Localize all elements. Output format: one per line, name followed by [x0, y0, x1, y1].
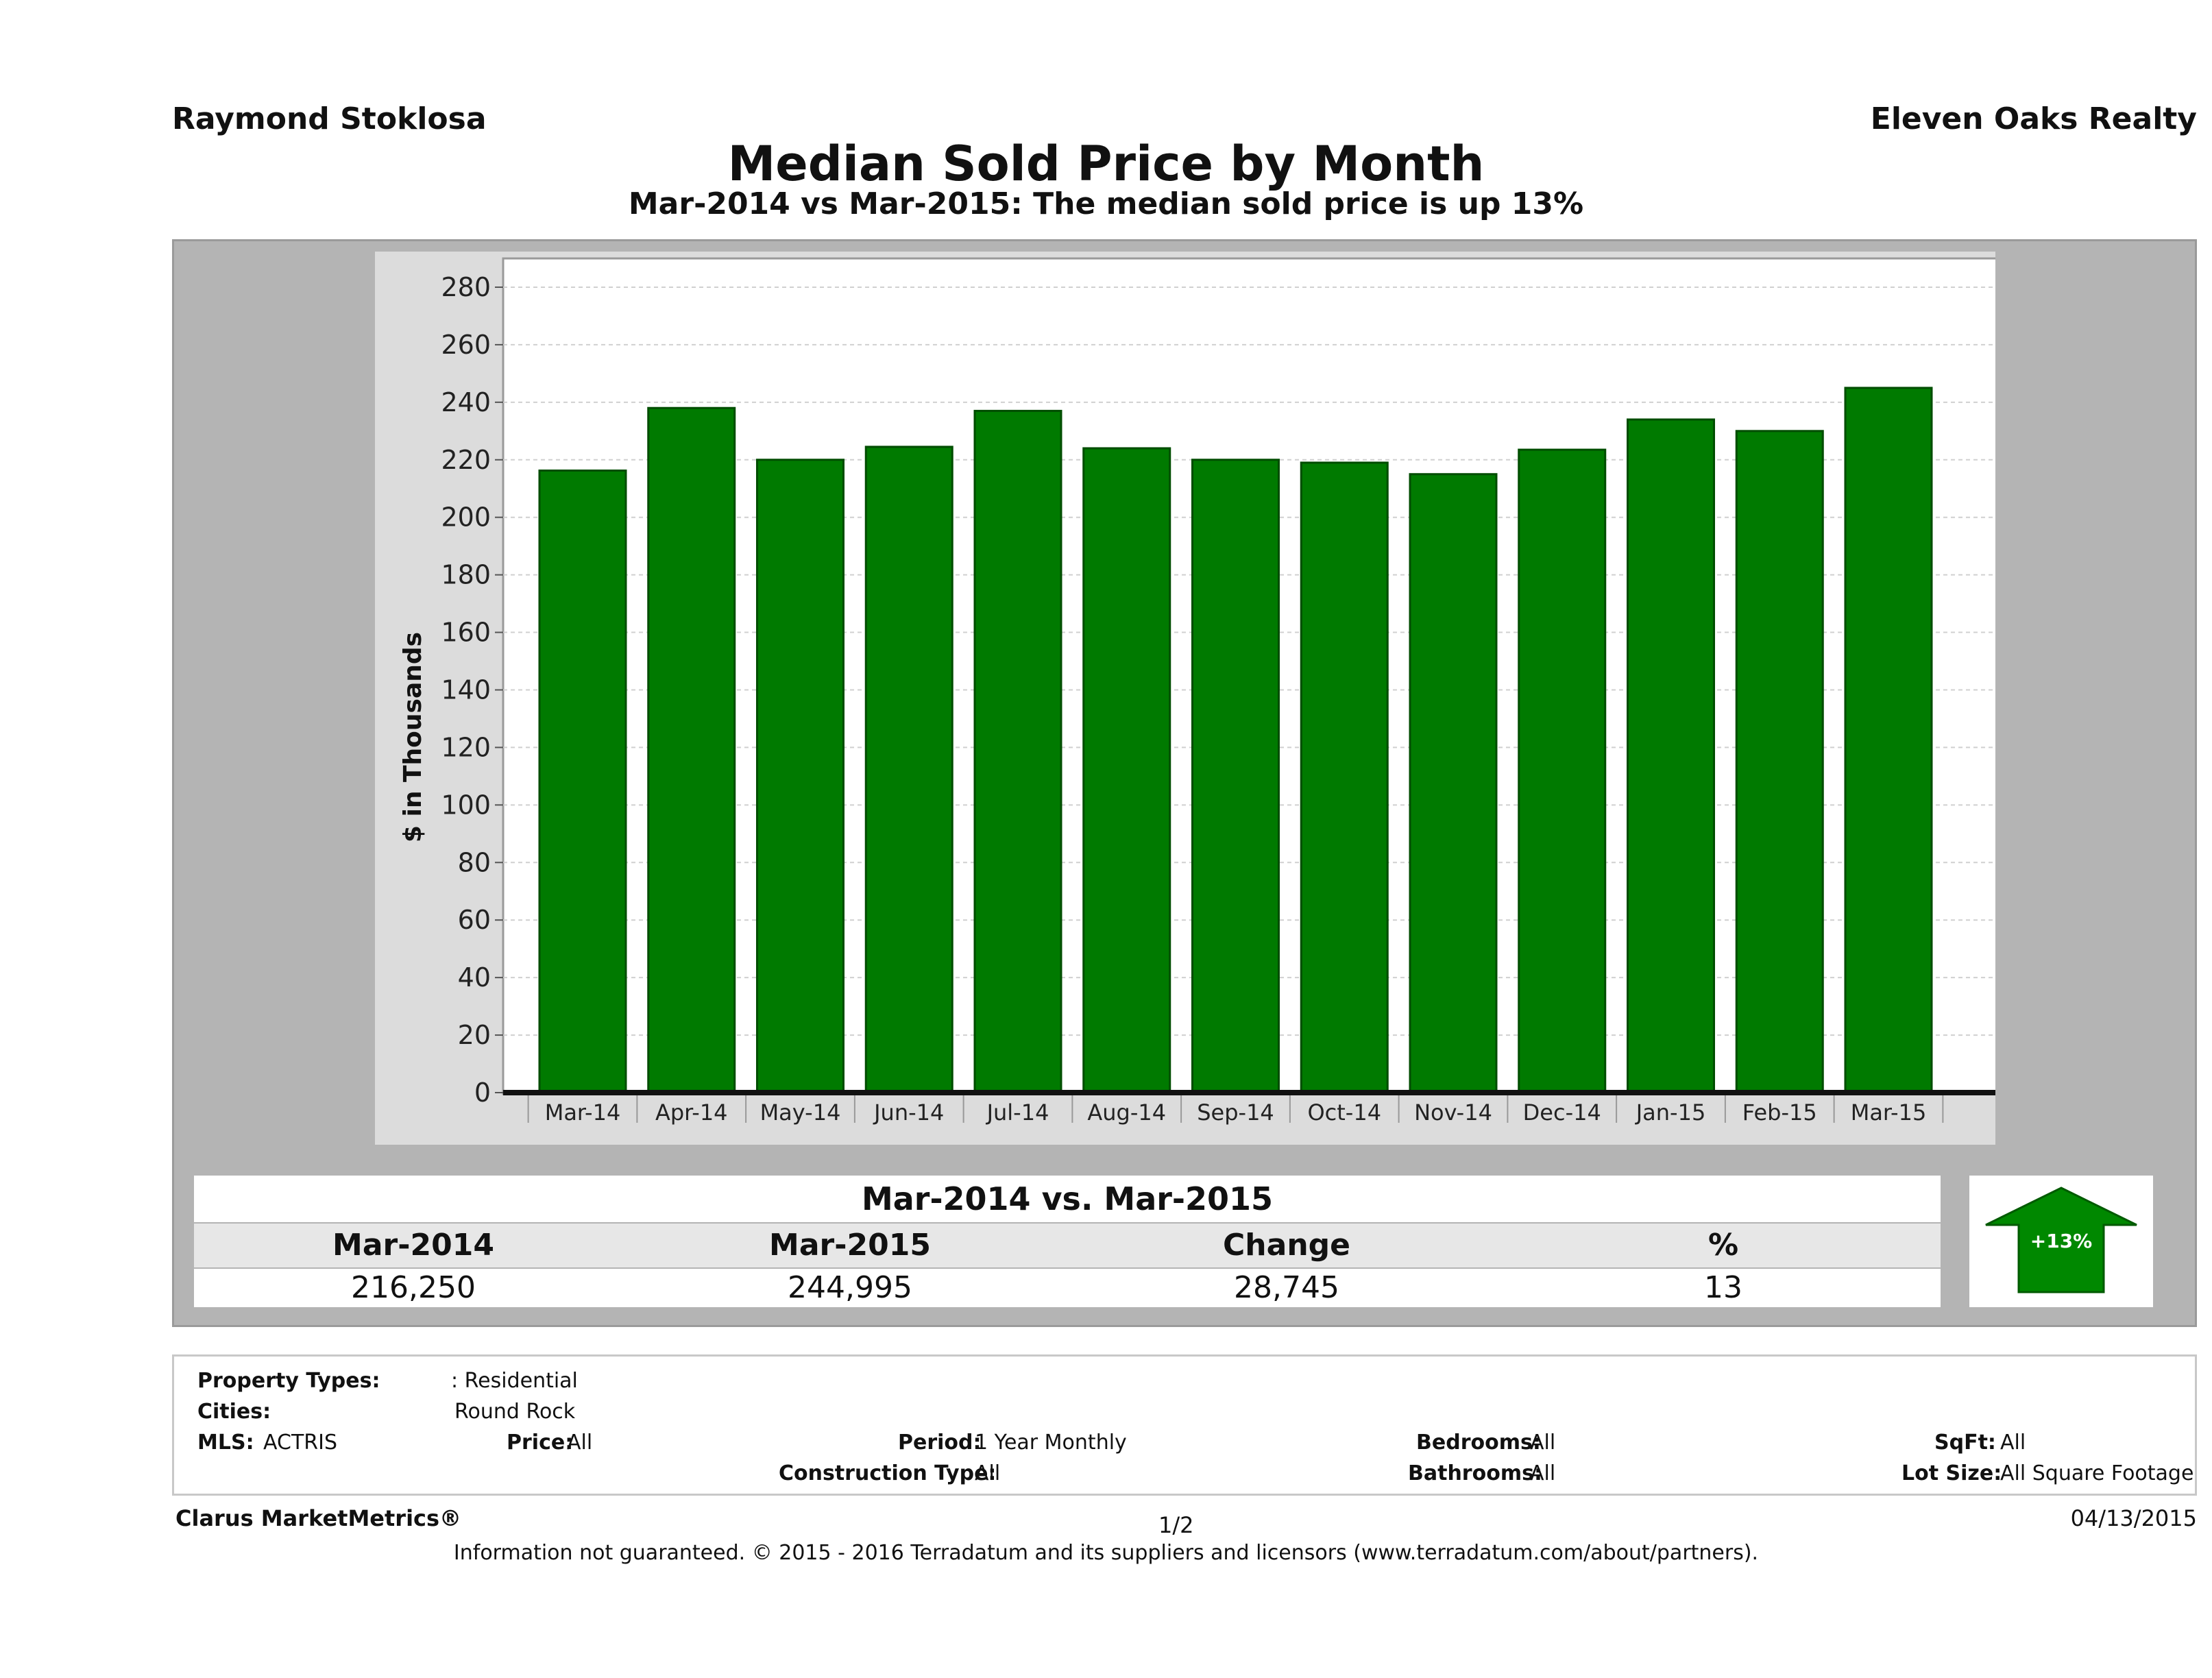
price-label: Price: [507, 1431, 574, 1455]
x-tick-label: Dec-14 [1523, 1099, 1601, 1126]
filter-summary: Property Types: : Residential Cities: Ro… [172, 1354, 2197, 1496]
comparison-value-start: 216,250 [351, 1270, 476, 1305]
y-tick-label: 120 [441, 732, 491, 762]
construction-type-label: Construction Type: [779, 1461, 997, 1485]
comparison-value-change: 28,745 [1234, 1270, 1339, 1305]
x-tick-label: Jul-14 [986, 1099, 1049, 1126]
x-tick-label: Nov-14 [1414, 1099, 1492, 1126]
comparison-header-end: Mar-2015 [769, 1228, 931, 1263]
bedrooms-label: Bedrooms: [1416, 1431, 1541, 1455]
bar-sep-14 [1191, 459, 1280, 1094]
y-axis-label: $ in Thousands [399, 632, 427, 842]
bathrooms-label: Bathrooms: [1408, 1461, 1542, 1485]
y-tick-label: 140 [441, 674, 491, 705]
bar-dec-14 [1518, 448, 1607, 1094]
mls-value: ACTRIS [263, 1431, 338, 1455]
bar-jul-14 [973, 409, 1062, 1094]
y-tick-label: 160 [441, 618, 491, 648]
company-name: Eleven Oaks Realty [1870, 101, 2197, 136]
period-value: 1 Year Monthly [975, 1431, 1127, 1455]
bar-mar-15 [1844, 387, 1933, 1094]
bar-nov-14 [1409, 473, 1498, 1094]
x-tick-label: Oct-14 [1307, 1099, 1381, 1126]
bar-oct-14 [1300, 461, 1389, 1094]
lot-size-value: All Square Footage [2000, 1461, 2194, 1485]
chart-title: Median Sold Price by Month [727, 136, 1485, 192]
x-tick-label: Sep-14 [1197, 1099, 1274, 1126]
comparison-header-percent: % [1707, 1228, 1739, 1263]
report-date: 04/13/2015 [2070, 1505, 2197, 1531]
y-tick-label: 200 [441, 502, 491, 533]
comparison-header-start: Mar-2014 [332, 1228, 494, 1263]
y-tick-label: 240 [441, 387, 491, 417]
change-indicator: +13% [1969, 1176, 2153, 1307]
bar-apr-14 [647, 406, 736, 1094]
mls-label: MLS: [197, 1431, 254, 1455]
bar-feb-15 [1735, 430, 1824, 1094]
bar-jun-14 [864, 446, 953, 1094]
comparison-value-percent: 13 [1704, 1270, 1742, 1305]
lot-size-label: Lot Size: [1901, 1461, 2002, 1485]
property-types-value: : Residential [451, 1369, 578, 1393]
bathrooms-value: All [1530, 1461, 1556, 1485]
sqft-label: SqFt: [1934, 1431, 1996, 1455]
bar-aug-14 [1082, 447, 1171, 1094]
cities-value: Round Rock [454, 1400, 576, 1424]
construction-type-value: All [975, 1461, 1001, 1485]
y-tick-label: 60 [458, 905, 491, 935]
comparison-header-change: Change [1223, 1228, 1350, 1263]
y-tick-label: 220 [441, 445, 491, 475]
y-tick-label: 100 [441, 790, 491, 820]
bedrooms-value: All [1530, 1431, 1556, 1455]
period-label: Period: [898, 1431, 982, 1455]
bar-jan-15 [1627, 418, 1715, 1094]
bar-may-14 [756, 459, 844, 1094]
y-tick-label: 0 [474, 1078, 491, 1108]
bar-chart: 0 20 40 60 80 100 120 140 160 180 200 220 240 260 280 M… [399, 257, 1995, 1126]
comparison-title: Mar-2014 vs. Mar-2015 [194, 1176, 1941, 1222]
disclaimer: Information not guaranteed. © 2015 - 201… [453, 1541, 1759, 1565]
comparison-value-row: 216,250 244,995 28,745 13 [194, 1269, 1941, 1307]
page-number: 1/2 [1158, 1512, 1194, 1538]
sqft-value: All [2000, 1431, 2026, 1455]
footer-brand: Clarus MarketMetrics® [175, 1505, 462, 1531]
x-tick-label: Jan-15 [1635, 1099, 1706, 1126]
y-tick-label: 40 [458, 962, 491, 993]
x-tick-label: Mar-15 [1851, 1099, 1927, 1126]
agent-name: Raymond Stoklosa [172, 101, 487, 136]
cities-label: Cities: [197, 1400, 271, 1424]
x-tick-label: Apr-14 [655, 1099, 728, 1126]
y-tick-label: 260 [441, 330, 491, 360]
x-tick-label: Feb-15 [1742, 1099, 1817, 1126]
y-tick-label: 20 [458, 1020, 491, 1050]
up-arrow-icon: +13% [1985, 1187, 2137, 1293]
y-tick-label: 80 [458, 847, 491, 877]
x-tick-label: Aug-14 [1087, 1099, 1166, 1126]
change-badge: +13% [2030, 1230, 2092, 1252]
comparison-header-row: Mar-2014 Mar-2015 Change % [194, 1224, 1941, 1267]
x-tick-label: Jun-14 [873, 1099, 944, 1126]
bar-mar-14 [538, 469, 627, 1094]
chart-frame: 0 20 40 60 80 100 120 140 160 180 200 220 240 260 280 M… [375, 252, 1995, 1145]
y-tick-label: 280 [441, 272, 491, 302]
comparison-value-end: 244,995 [788, 1270, 912, 1305]
chart-subtitle: Mar-2014 vs Mar-2015: The median sold pr… [628, 186, 1584, 221]
x-tick-label: Mar-14 [545, 1099, 621, 1126]
property-types-label: Property Types: [197, 1369, 380, 1393]
price-value: All [567, 1431, 593, 1455]
x-tick-label: May-14 [760, 1099, 841, 1126]
y-tick-label: 180 [441, 560, 491, 590]
